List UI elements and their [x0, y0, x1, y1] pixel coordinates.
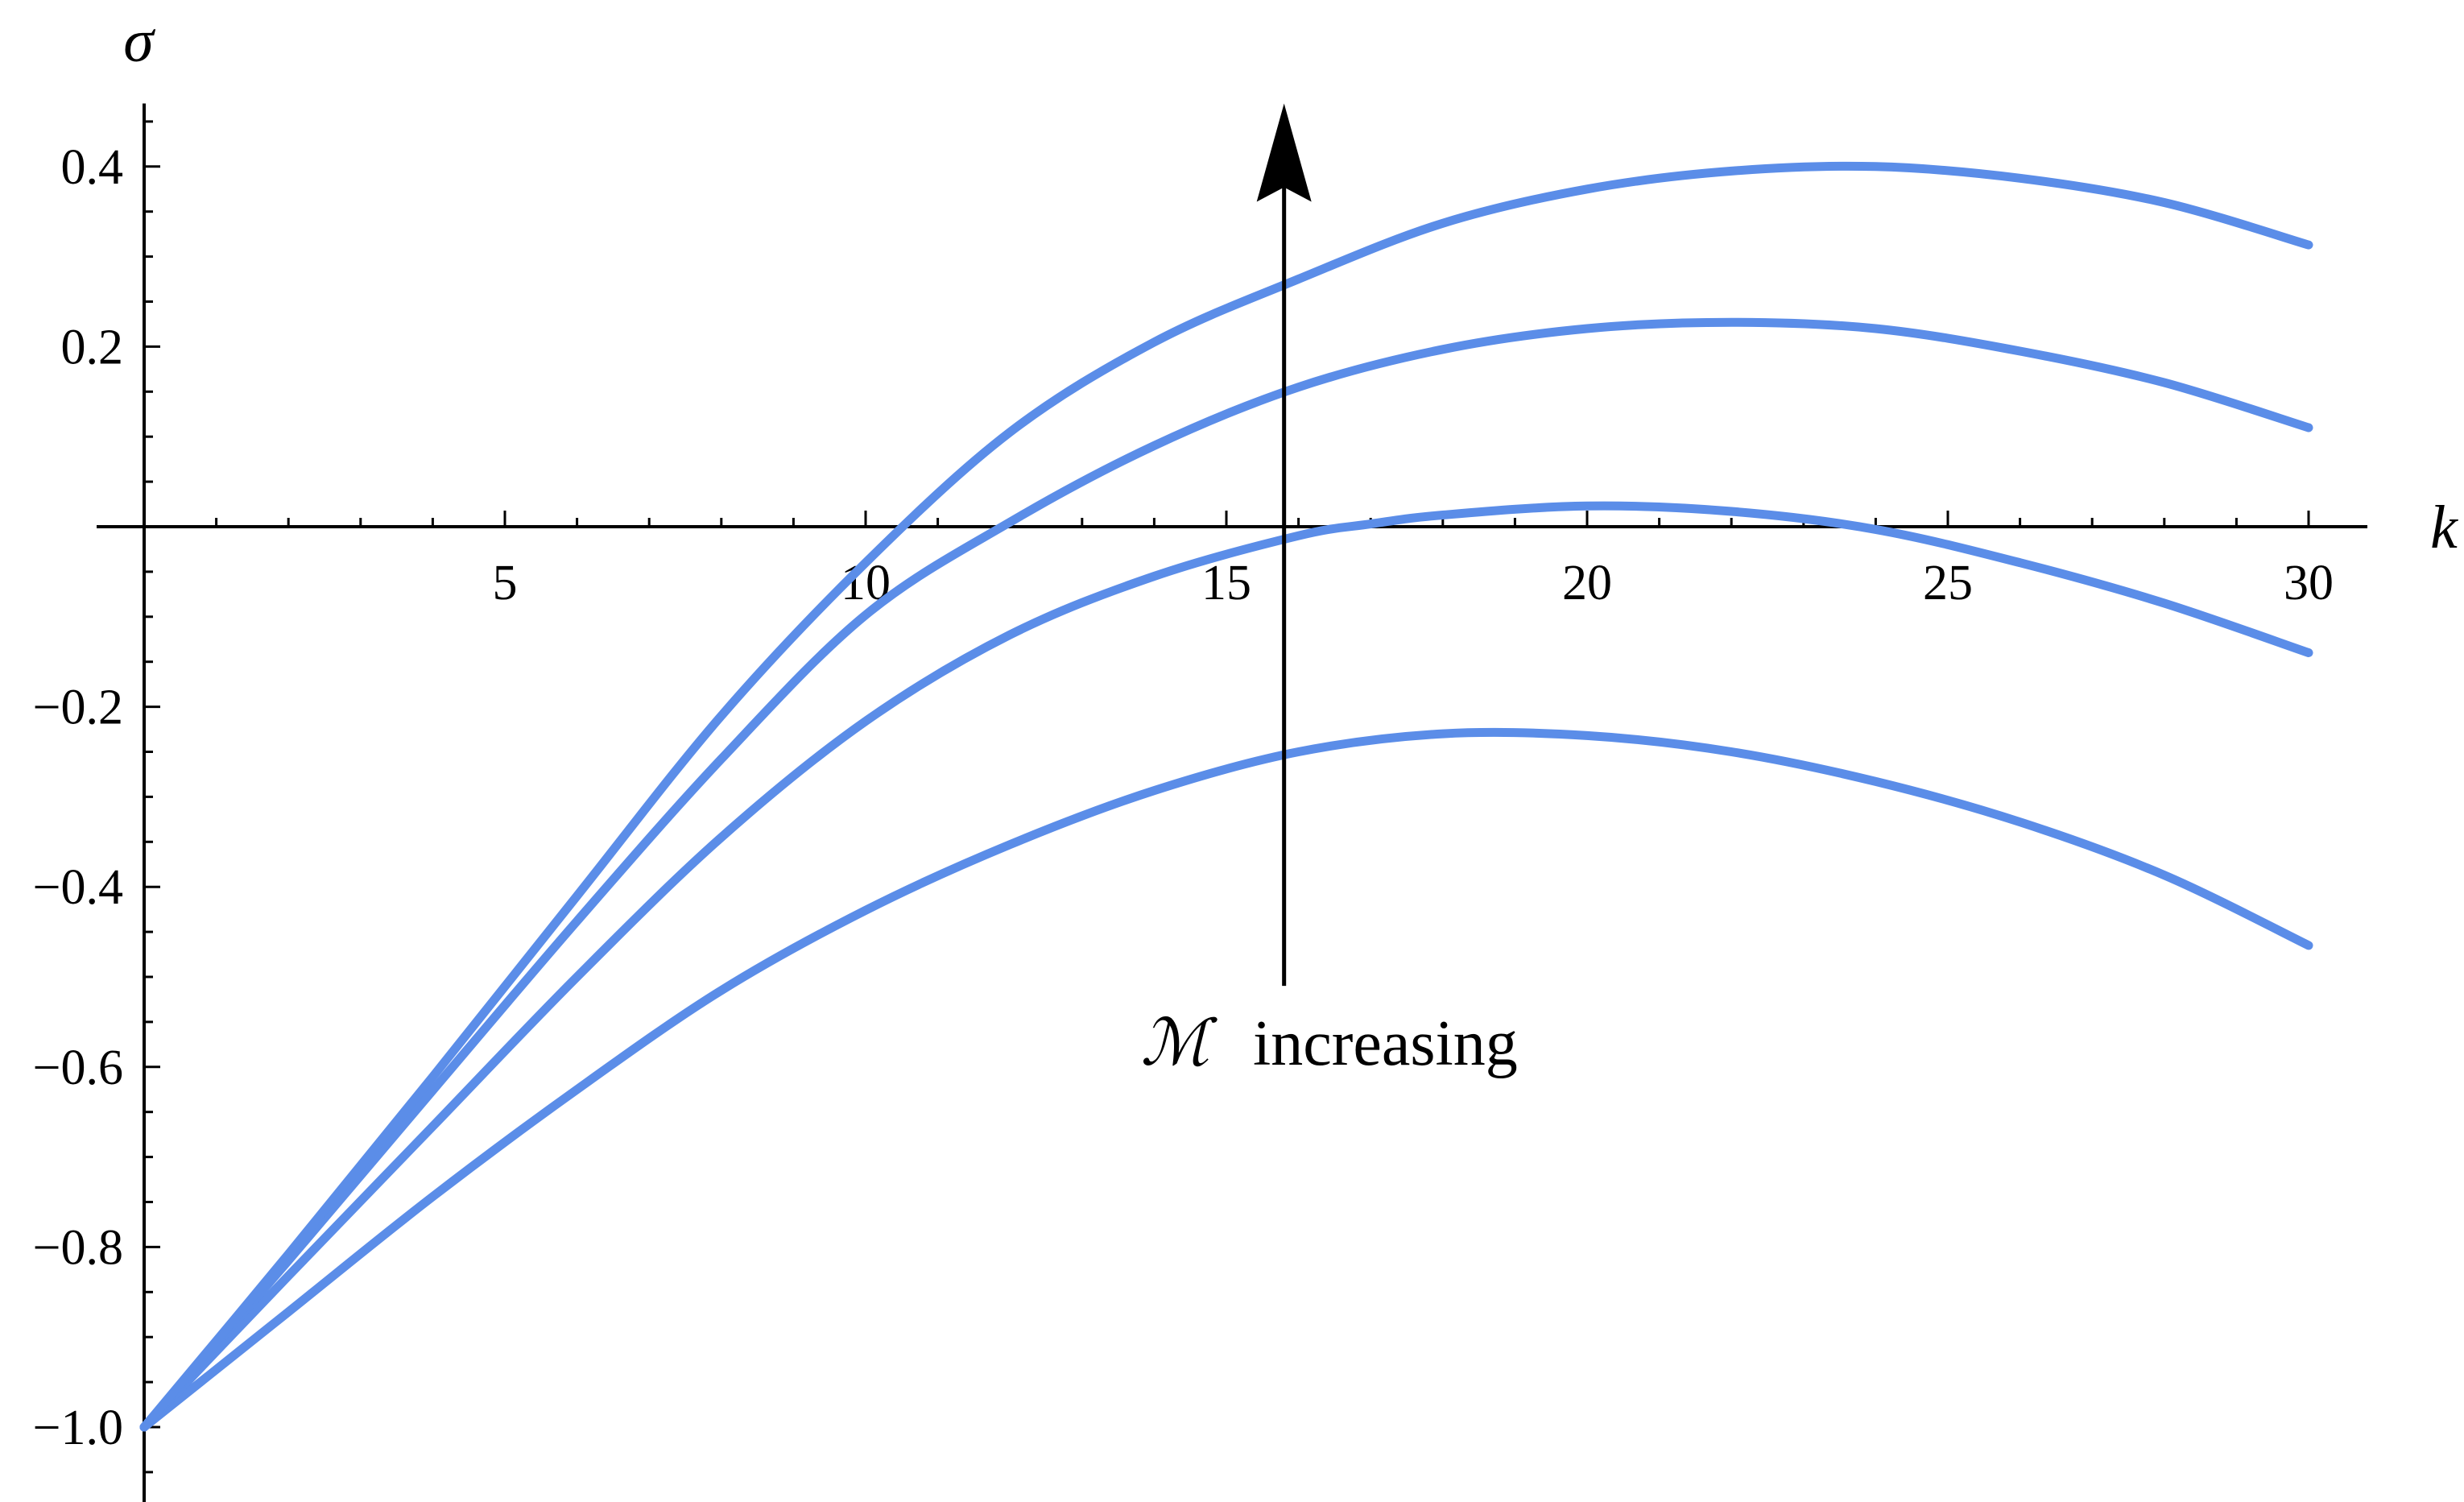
x-tick-label: 30 [2284, 556, 2334, 610]
series-line-3 [139, 317, 2313, 1432]
axes: 5 10 15 20 25 30−1.0−0.8−0.6−0.4−0.20.20.4kσ [33, 7, 2458, 1502]
series-line-2 [139, 501, 2313, 1432]
y-tick-label: 0.4 [61, 140, 124, 195]
y-tick-label: −0.8 [33, 1220, 123, 1275]
x-axis-label: k [2430, 494, 2458, 561]
x-tick-label: 25 [1923, 556, 1973, 610]
y-tick-label: −0.6 [33, 1041, 123, 1095]
y-tick-label: −0.2 [33, 681, 123, 735]
x-tick-label: 5 [493, 556, 518, 610]
arrow-head [1256, 103, 1312, 202]
x-tick-label: 15 [1201, 556, 1251, 610]
series-line-4 [139, 161, 2313, 1432]
annotation-symbol: ℳ [1140, 1005, 1218, 1080]
y-tick-label: −0.4 [33, 860, 123, 915]
annotation-text: increasing [1253, 1008, 1518, 1079]
curves [139, 161, 2313, 1432]
y-tick-label: 0.2 [61, 320, 124, 374]
y-axis-label: σ [123, 7, 155, 75]
x-tick-label: 20 [1562, 556, 1612, 610]
series-line-1 [139, 727, 2313, 1432]
y-tick-label: −1.0 [33, 1401, 123, 1455]
